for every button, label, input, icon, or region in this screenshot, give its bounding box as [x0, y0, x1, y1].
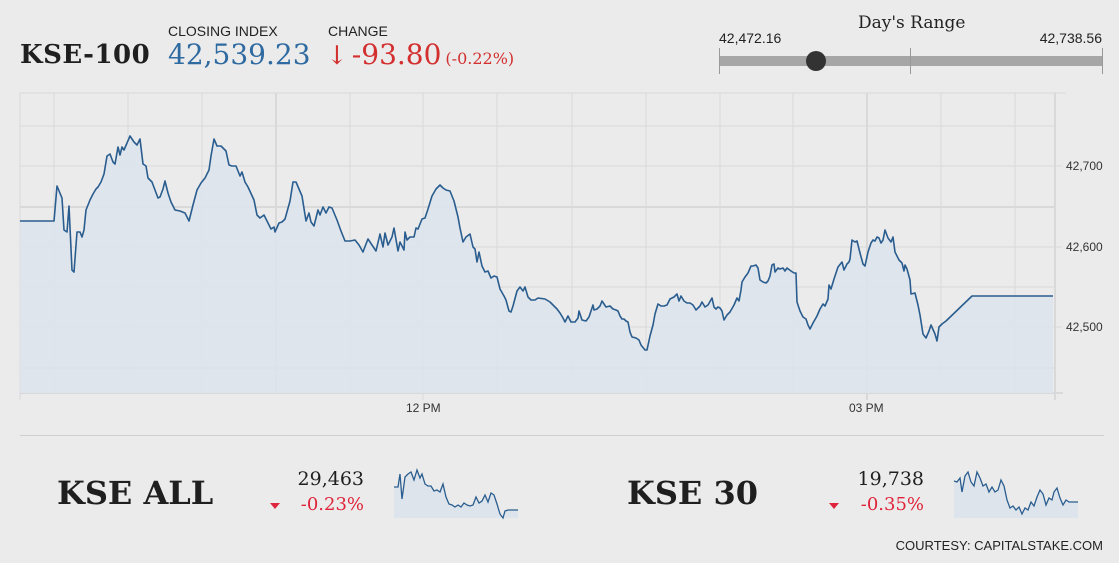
kse-30-down-triangle-icon	[829, 503, 839, 509]
range-tick-low	[719, 48, 720, 74]
price-line	[20, 135, 1053, 351]
kse-30-name: KSE 30	[627, 474, 758, 512]
kse-all-change: -0.23%	[300, 494, 364, 515]
x-axis-label-12pm: 12 PM	[406, 401, 441, 415]
index-ticker: KSE-100	[20, 40, 151, 70]
change-value: -93.80	[351, 38, 442, 71]
kse-30-change: -0.35%	[860, 494, 924, 515]
days-range-high: 42,738.56	[1039, 30, 1102, 46]
courtesy-text: COURTESY: CAPITALSTAKE.COM	[895, 538, 1103, 553]
closing-index-label: CLOSING INDEX	[168, 23, 278, 39]
kse-all-down-triangle-icon	[270, 503, 280, 509]
kse-30-sparkline	[953, 470, 1078, 516]
section-divider	[20, 435, 1104, 436]
price-area-fill	[20, 136, 1053, 393]
kse-all-value: 29,463	[297, 468, 364, 490]
closing-index-value: 42,539.23	[168, 38, 311, 71]
y-axis-label-42500: 42,500	[1066, 320, 1103, 334]
change-label: CHANGE	[328, 23, 388, 39]
range-tick-high	[1102, 48, 1103, 74]
down-arrow-icon: ↓	[326, 41, 348, 71]
days-range-low: 42,472.16	[719, 30, 782, 46]
kse-30-value: 19,738	[857, 468, 924, 490]
y-axis-label-42600: 42,600	[1066, 240, 1103, 254]
kse-all-name: KSE ALL	[57, 474, 214, 512]
range-tick-mid	[910, 48, 911, 74]
days-range-current-marker	[806, 51, 826, 71]
kse-all-sparkline-fill	[394, 470, 518, 518]
change-percent: (-0.22%)	[445, 49, 515, 68]
y-axis-label-42700: 42,700	[1066, 159, 1103, 173]
kse-all-sparkline	[394, 467, 518, 520]
change-block: ↓ -93.80 (-0.22%)	[326, 38, 514, 71]
days-range-title: Day's Range	[858, 13, 966, 33]
kse-30-sparkline-fill	[954, 472, 1078, 518]
x-axis-label-03pm: 03 PM	[849, 401, 884, 415]
